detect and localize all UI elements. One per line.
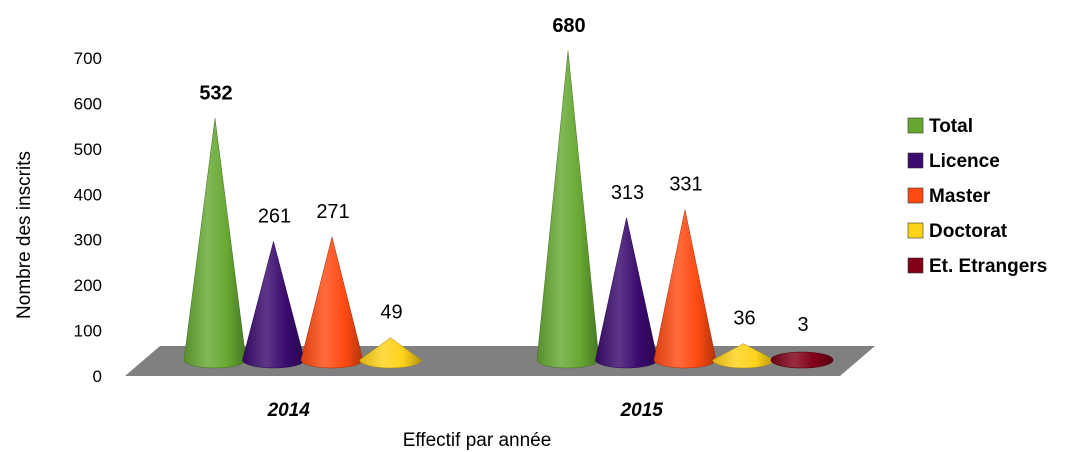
legend-item-doctorat: Doctorat [908, 221, 1008, 242]
y-tick-label: 300 [74, 231, 102, 250]
y-tick-label: 400 [74, 185, 102, 204]
data-label-total-2015: 680 [552, 15, 585, 37]
legend-swatch [908, 188, 923, 203]
cone-master-2015 [654, 210, 716, 368]
cone-master-2014 [301, 237, 363, 368]
legend-swatch [908, 258, 923, 273]
cone-et-etrangers-2015 [771, 352, 833, 368]
y-tick-label: 500 [74, 140, 102, 159]
data-label-total-2014: 532 [199, 82, 232, 104]
legend-swatch [908, 118, 923, 133]
category-label-2015: 2015 [620, 400, 664, 421]
y-axis-title: Nombre des inscrits [14, 151, 35, 319]
cone-licence-2014 [243, 241, 305, 368]
legend-label: Et. Etrangers [929, 256, 1047, 277]
data-label-doctorat-2014: 49 [380, 302, 402, 324]
category-label-2014: 2014 [267, 400, 311, 421]
legend-label: Doctorat [929, 221, 1008, 242]
data-label-doctorat-2015: 36 [733, 308, 755, 330]
cone-licence-2015 [596, 218, 658, 368]
data-label-et-etrangers-2015: 3 [797, 314, 808, 336]
data-label-master-2014: 271 [316, 201, 349, 223]
legend: Total Licence Master Doctorat Et. Etrangers [908, 116, 1047, 277]
legend-item-et-etrangers: Et. Etrangers [908, 256, 1047, 277]
y-tick-label: 100 [74, 322, 102, 341]
legend-label: Master [929, 186, 991, 207]
category-labels-layer: 2014 2015 [267, 400, 664, 421]
legend-item-master: Master [908, 186, 991, 207]
data-label-master-2015: 331 [669, 174, 702, 196]
cone-total-2014 [184, 118, 246, 368]
y-axis-ticks: 0 100 200 300 400 500 600 700 [74, 49, 102, 386]
y-tick-label: 700 [74, 49, 102, 68]
legend-label: Total [929, 116, 973, 137]
data-label-licence-2015: 313 [611, 182, 644, 204]
data-label-licence-2014: 261 [258, 205, 291, 227]
y-tick-label: 0 [93, 367, 102, 386]
x-axis-title: Effectif par année [403, 430, 552, 451]
legend-swatch [908, 223, 923, 238]
legend-label: Licence [929, 151, 1000, 172]
legend-item-total: Total [908, 116, 973, 137]
y-tick-label: 200 [74, 276, 102, 295]
y-tick-label: 600 [74, 94, 102, 113]
legend-item-licence: Licence [908, 151, 1000, 172]
legend-swatch [908, 153, 923, 168]
data-labels-layer: 532 261 271 49 680 313 331 36 3 [199, 15, 808, 336]
cone-total-2015 [537, 51, 599, 368]
